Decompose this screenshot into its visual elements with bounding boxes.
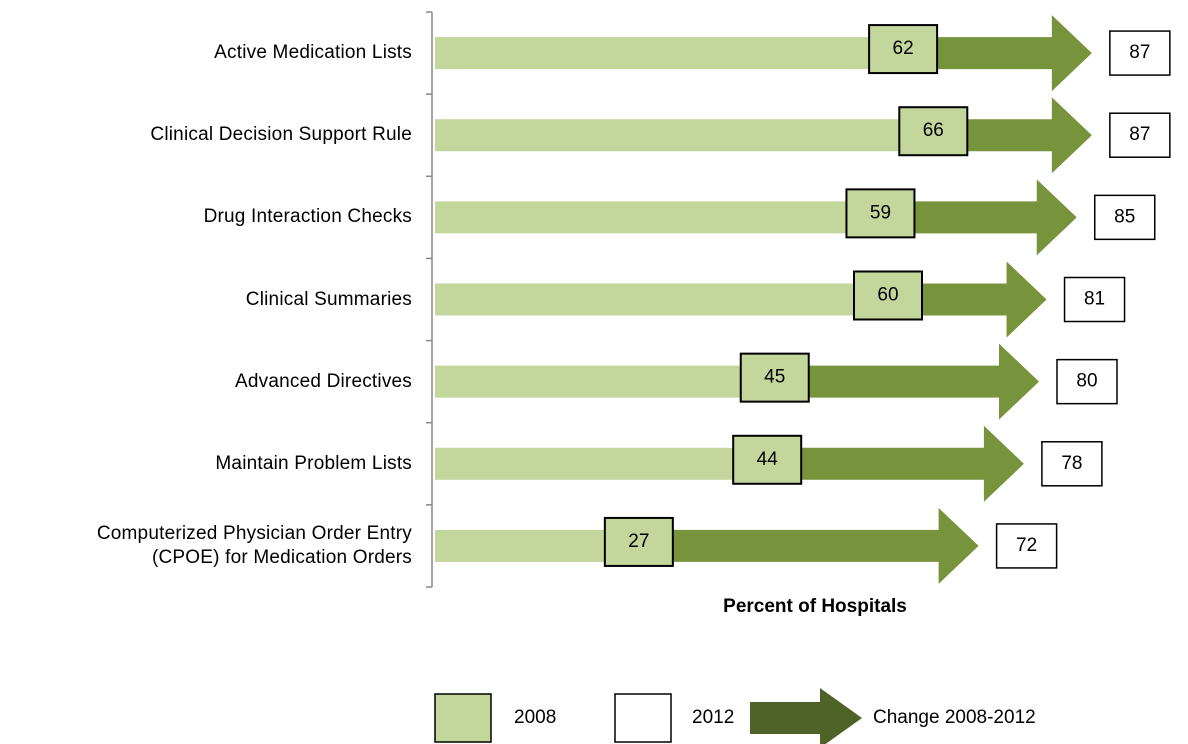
change-arrow xyxy=(903,15,1092,92)
value-box-2012 xyxy=(1109,30,1171,76)
value-box-2012 xyxy=(1094,194,1156,241)
value-label-2012: 87 xyxy=(1129,124,1150,145)
value-label-2012: 80 xyxy=(1076,371,1097,392)
bar xyxy=(435,119,934,152)
change-arrow xyxy=(774,343,1039,420)
value-box-2012 xyxy=(1041,441,1103,487)
value-label-2008: 45 xyxy=(764,367,785,388)
change-arrow xyxy=(888,261,1047,338)
value-label-2008: 66 xyxy=(923,120,944,141)
legend-label: 2008 xyxy=(514,707,556,728)
legend-arrow xyxy=(750,688,862,744)
value-box-2008 xyxy=(603,516,674,567)
legend-swatch xyxy=(434,693,492,743)
value-box-2012 xyxy=(995,523,1058,569)
value-box-2012 xyxy=(1109,112,1171,158)
value-label-2012: 87 xyxy=(1129,42,1150,63)
value-box-2012 xyxy=(1063,276,1126,323)
value-label-2012: 85 xyxy=(1114,206,1135,227)
bar xyxy=(435,37,904,70)
category-label: Maintain Problem Lists xyxy=(215,452,412,474)
value-label-2008: 27 xyxy=(628,531,649,552)
bar xyxy=(435,447,768,480)
value-label-2008: 60 xyxy=(877,285,898,306)
value-box-2008 xyxy=(845,188,916,239)
category-label: Clinical Summaries xyxy=(245,288,412,310)
value-label-2008: 59 xyxy=(870,202,891,223)
category-label: Drug Interaction Checks xyxy=(203,206,412,228)
value-box-2012 xyxy=(1056,358,1118,405)
value-label-2008: 44 xyxy=(757,449,779,470)
value-label-2012: 78 xyxy=(1061,453,1082,474)
category-label: Active Medication Lists xyxy=(214,42,412,64)
value-box-2008 xyxy=(898,106,969,157)
change-arrow xyxy=(933,97,1092,174)
value-box-2008 xyxy=(732,434,803,485)
category-label: Advanced Directives xyxy=(235,370,412,392)
bar xyxy=(435,201,881,234)
legend-label: 2012 xyxy=(692,707,734,728)
change-arrow xyxy=(767,425,1024,502)
legend-swatch xyxy=(614,693,672,743)
value-box-2008 xyxy=(853,270,923,321)
value-box-2008 xyxy=(868,24,939,75)
legend-label: Change 2008-2012 xyxy=(873,707,1036,728)
category-label: Computerized Physician Order Entry (CPOE… xyxy=(96,522,412,568)
value-label-2012: 72 xyxy=(1016,535,1037,556)
bar xyxy=(435,283,888,316)
change-arrow xyxy=(638,507,979,584)
value-label-2008: 62 xyxy=(893,38,914,59)
x-axis-label: Percent of Hospitals xyxy=(723,596,907,617)
value-label-2012: 81 xyxy=(1084,289,1105,310)
change-arrow xyxy=(880,179,1077,256)
bar xyxy=(435,365,775,398)
category-label: Clinical Decision Support Rule xyxy=(150,124,412,146)
value-box-2008 xyxy=(739,352,810,403)
